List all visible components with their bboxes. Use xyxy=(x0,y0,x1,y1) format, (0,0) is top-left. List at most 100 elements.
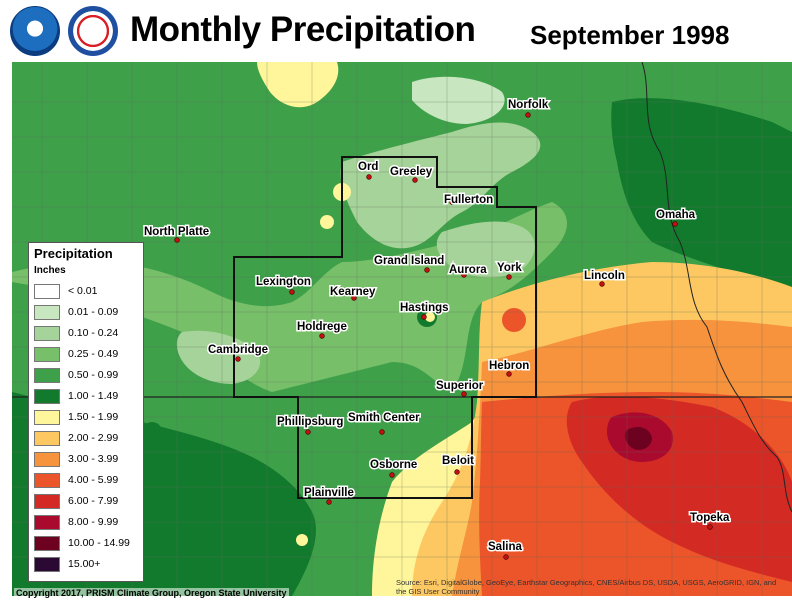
legend-label: 0.01 - 0.09 xyxy=(68,306,119,318)
city-marker-holdrege[interactable] xyxy=(319,333,325,339)
legend-item: 10.00 - 14.99 xyxy=(34,535,142,553)
legend-item: 0.25 - 0.49 xyxy=(34,346,142,364)
basemap-credits: Source: Esri, DigitalGlobe, GeoEye, Eart… xyxy=(396,578,777,596)
city-label-north-platte: North Platte xyxy=(144,226,209,238)
legend-item: 6.00 - 7.99 xyxy=(34,493,142,511)
city-label-lincoln: Lincoln xyxy=(584,270,625,282)
city-label-smith-center: Smith Center xyxy=(348,412,420,424)
legend-swatch xyxy=(34,473,60,488)
city-label-aurora: Aurora xyxy=(449,264,487,276)
city-label-phillipsburg: Phillipsburg xyxy=(277,416,343,428)
legend-item: 15.00+ xyxy=(34,556,142,574)
city-label-hastings: Hastings xyxy=(400,302,449,314)
city-marker-plainville[interactable] xyxy=(326,499,332,505)
precip-zone-maroon xyxy=(625,426,652,450)
legend-swatch xyxy=(34,515,60,530)
city-label-greeley: Greeley xyxy=(390,166,433,178)
city-label-omaha: Omaha xyxy=(656,209,696,221)
city-label-hebron: Hebron xyxy=(489,360,529,372)
legend-swatch xyxy=(34,557,60,572)
legend-label: 10.00 - 14.99 xyxy=(68,537,130,549)
legend-label: 0.50 - 0.99 xyxy=(68,369,119,381)
nws-logo xyxy=(68,6,118,56)
city-marker-fullerton[interactable] xyxy=(449,199,455,205)
copyright-notice: Copyright 2017, PRISM Climate Group, Ore… xyxy=(14,588,289,598)
city-label-osborne: Osborne xyxy=(370,459,417,471)
legend-item: 3.00 - 3.99 xyxy=(34,451,142,469)
legend-swatch xyxy=(34,452,60,467)
city-label-cambridge: Cambridge xyxy=(208,344,268,356)
city-marker-topeka[interactable] xyxy=(707,524,713,530)
legend-label: 8.00 - 9.99 xyxy=(68,516,119,528)
city-label-superior: Superior xyxy=(436,380,484,392)
city-label-beloit: Beloit xyxy=(442,455,474,467)
precip-spot-yellow xyxy=(425,312,435,322)
state-boundary-river xyxy=(641,62,792,513)
city-label-lexington: Lexington xyxy=(256,276,311,288)
legend-label: 3.00 - 3.99 xyxy=(68,453,119,465)
city-label-plainville: Plainville xyxy=(304,487,354,499)
map-title: Monthly Precipitation xyxy=(130,10,476,49)
forecast-area-boundary xyxy=(233,156,537,499)
precipitation-legend: Precipitation Inches < 0.01 0.01 - 0.09 0.… xyxy=(28,242,144,582)
legend-swatch xyxy=(34,410,60,425)
city-marker-hastings[interactable] xyxy=(421,314,427,320)
legend-swatch xyxy=(34,389,60,404)
city-marker-smith-center[interactable] xyxy=(379,429,385,435)
city-marker-kearney[interactable] xyxy=(351,295,357,301)
city-marker-aurora[interactable] xyxy=(461,272,467,278)
legend-title: Precipitation xyxy=(34,246,113,261)
city-marker-lexington[interactable] xyxy=(289,289,295,295)
legend-swatch xyxy=(34,347,60,362)
legend-swatch xyxy=(34,368,60,383)
precip-spot-yellow xyxy=(296,534,308,546)
precip-spot-dark xyxy=(142,422,162,442)
map-header: Monthly Precipitation September 1998 xyxy=(0,0,792,62)
city-marker-phillipsburg[interactable] xyxy=(305,429,311,435)
legend-item: 0.50 - 0.99 xyxy=(34,367,142,385)
city-labels: Norfolk Ord Greeley Fullerton North Plat… xyxy=(143,98,732,555)
city-marker-cambridge[interactable] xyxy=(235,356,241,362)
legend-swatch xyxy=(34,284,60,299)
city-marker-superior[interactable] xyxy=(461,391,467,397)
legend-label: 1.00 - 1.49 xyxy=(68,390,119,402)
city-label-ord: Ord xyxy=(358,161,378,173)
legend-swatch xyxy=(34,326,60,341)
legend-label: 2.00 - 2.99 xyxy=(68,432,119,444)
legend-label: 4.00 - 5.99 xyxy=(68,474,119,486)
city-marker-ord[interactable] xyxy=(366,174,372,180)
city-marker-norfolk[interactable] xyxy=(525,112,531,118)
precip-spot-yellow xyxy=(320,215,334,229)
legend-units: Inches xyxy=(34,265,66,276)
city-label-grand-island: Grand Island xyxy=(374,255,444,267)
precip-zone-west xyxy=(12,202,567,392)
precip-zone-light-north xyxy=(340,122,541,249)
city-label-norfolk: Norfolk xyxy=(508,99,549,111)
legend-label: < 0.01 xyxy=(68,285,98,297)
city-marker-salina[interactable] xyxy=(503,554,509,560)
city-marker-grand-island[interactable] xyxy=(424,267,430,273)
city-marker-north-platte[interactable] xyxy=(174,237,180,243)
legend-swatch xyxy=(34,431,60,446)
city-marker-beloit[interactable] xyxy=(454,469,460,475)
city-markers xyxy=(174,112,713,560)
city-label-york: York xyxy=(497,262,522,274)
city-label-kearney: Kearney xyxy=(330,286,376,298)
legend-swatch xyxy=(34,305,60,320)
legend-item: 0.01 - 0.09 xyxy=(34,304,142,322)
legend-item: < 0.01 xyxy=(34,283,142,301)
city-marker-osborne[interactable] xyxy=(389,472,395,478)
city-marker-lincoln[interactable] xyxy=(599,281,605,287)
city-label-salina: Salina xyxy=(488,541,522,553)
city-marker-york[interactable] xyxy=(506,274,512,280)
city-marker-greeley[interactable] xyxy=(412,177,418,183)
precip-spot-orange xyxy=(502,308,526,332)
city-marker-hebron[interactable] xyxy=(506,371,512,377)
legend-swatch xyxy=(34,536,60,551)
legend-label: 6.00 - 7.99 xyxy=(68,495,119,507)
legend-label: 0.25 - 0.49 xyxy=(68,348,119,360)
legend-label: 1.50 - 1.99 xyxy=(68,411,119,423)
legend-item: 1.00 - 1.49 xyxy=(34,388,142,406)
city-marker-omaha[interactable] xyxy=(672,221,678,227)
noaa-logo xyxy=(10,6,60,56)
